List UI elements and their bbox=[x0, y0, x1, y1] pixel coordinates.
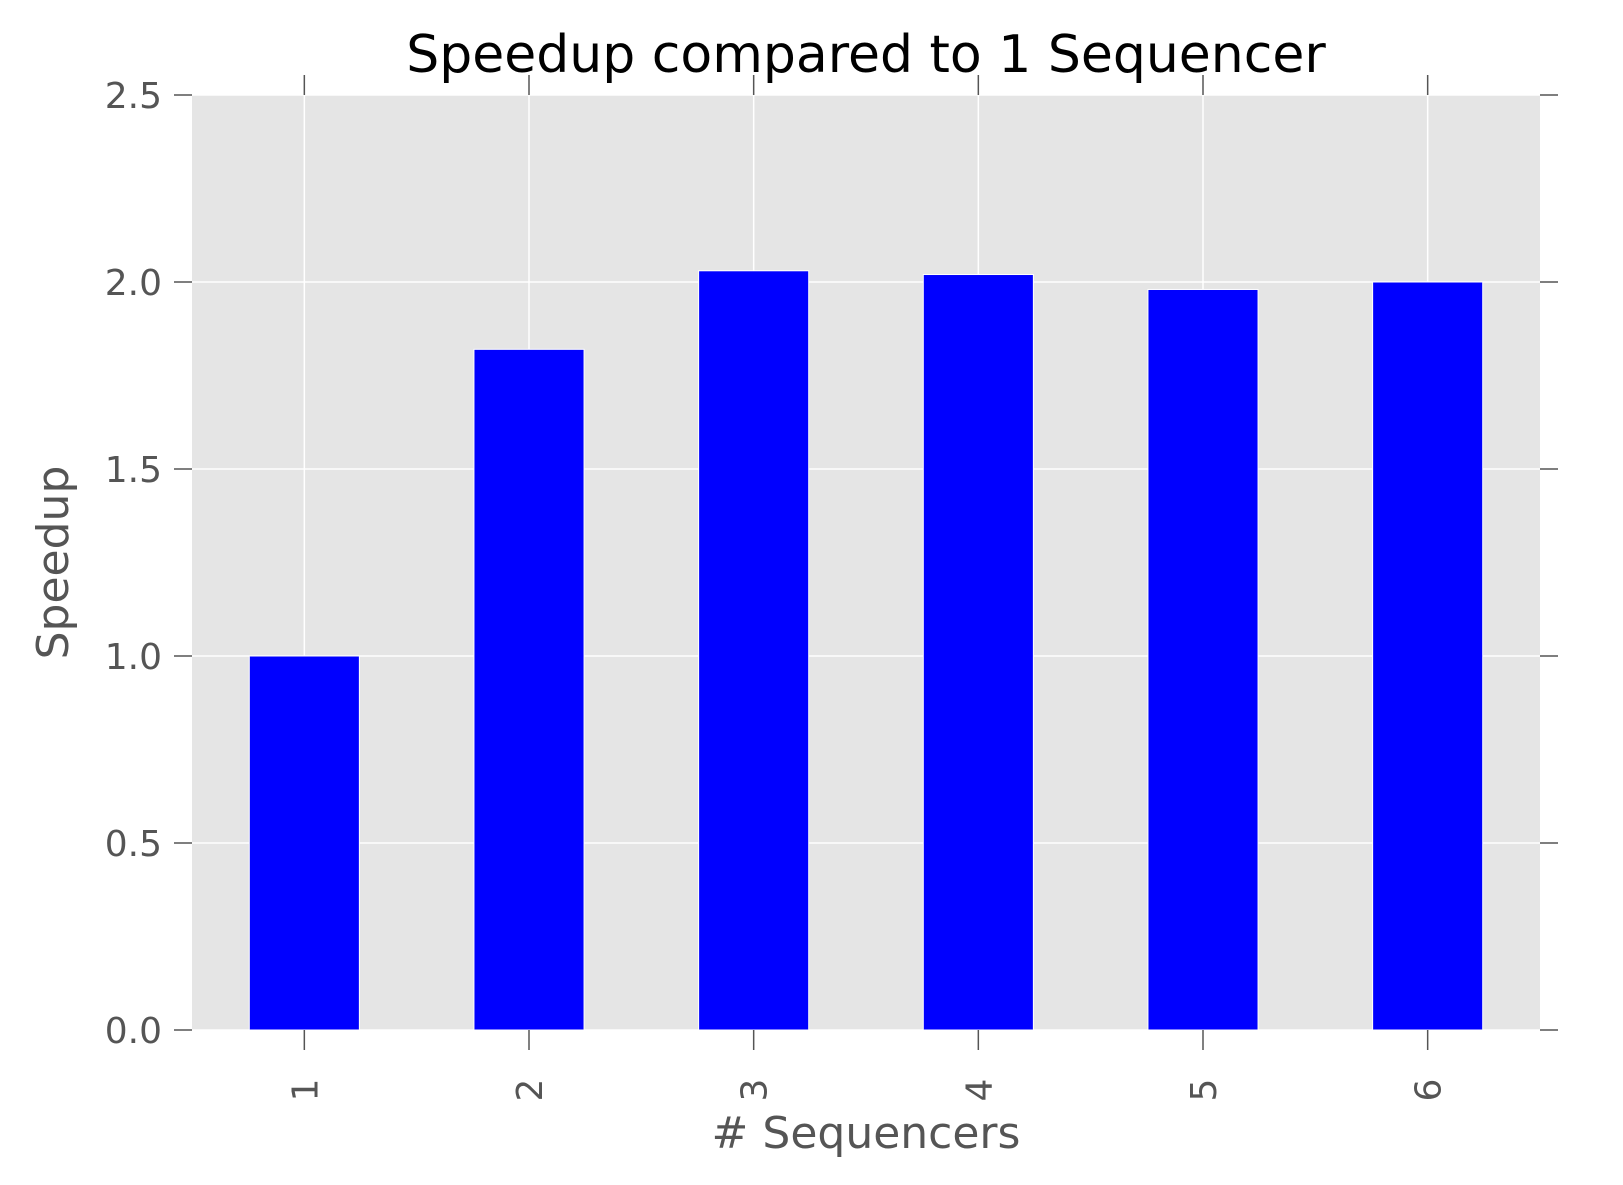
x-tick-label: 5 bbox=[1184, 1079, 1225, 1102]
y-tick-label: 2.5 bbox=[105, 76, 162, 117]
y-tick-label: 2.0 bbox=[105, 263, 162, 304]
bar-4 bbox=[922, 274, 1034, 1031]
bar-1 bbox=[248, 655, 360, 1031]
y-tick-label: 0.0 bbox=[105, 1011, 162, 1052]
plot-area bbox=[192, 95, 1540, 1030]
y-tick-label: 0.5 bbox=[105, 824, 162, 865]
x-tick-label: 2 bbox=[510, 1079, 551, 1102]
x-tick-labels: 1 2 3 4 5 6 bbox=[285, 1079, 1449, 1102]
bar-5 bbox=[1147, 288, 1259, 1031]
x-tick-label: 4 bbox=[959, 1079, 1000, 1102]
x-axis-label: # Sequencers bbox=[712, 1108, 1021, 1159]
y-tick-label: 1.5 bbox=[105, 450, 162, 491]
chart-title: Speedup compared to 1 Sequencer bbox=[406, 25, 1326, 85]
y-axis-label: Speedup bbox=[28, 466, 79, 660]
axis-ticks bbox=[174, 75, 1558, 1050]
x-tick-label: 1 bbox=[285, 1079, 326, 1102]
y-tick-labels: 0.0 0.5 1.0 1.5 2.0 2.5 bbox=[105, 76, 162, 1052]
bar-6 bbox=[1372, 281, 1484, 1031]
bar-3 bbox=[698, 270, 810, 1031]
y-tick-label: 1.0 bbox=[105, 637, 162, 678]
bars bbox=[248, 270, 1484, 1031]
x-tick-label: 3 bbox=[735, 1079, 776, 1102]
x-tick-label: 6 bbox=[1409, 1079, 1450, 1102]
bar-2 bbox=[473, 348, 585, 1031]
